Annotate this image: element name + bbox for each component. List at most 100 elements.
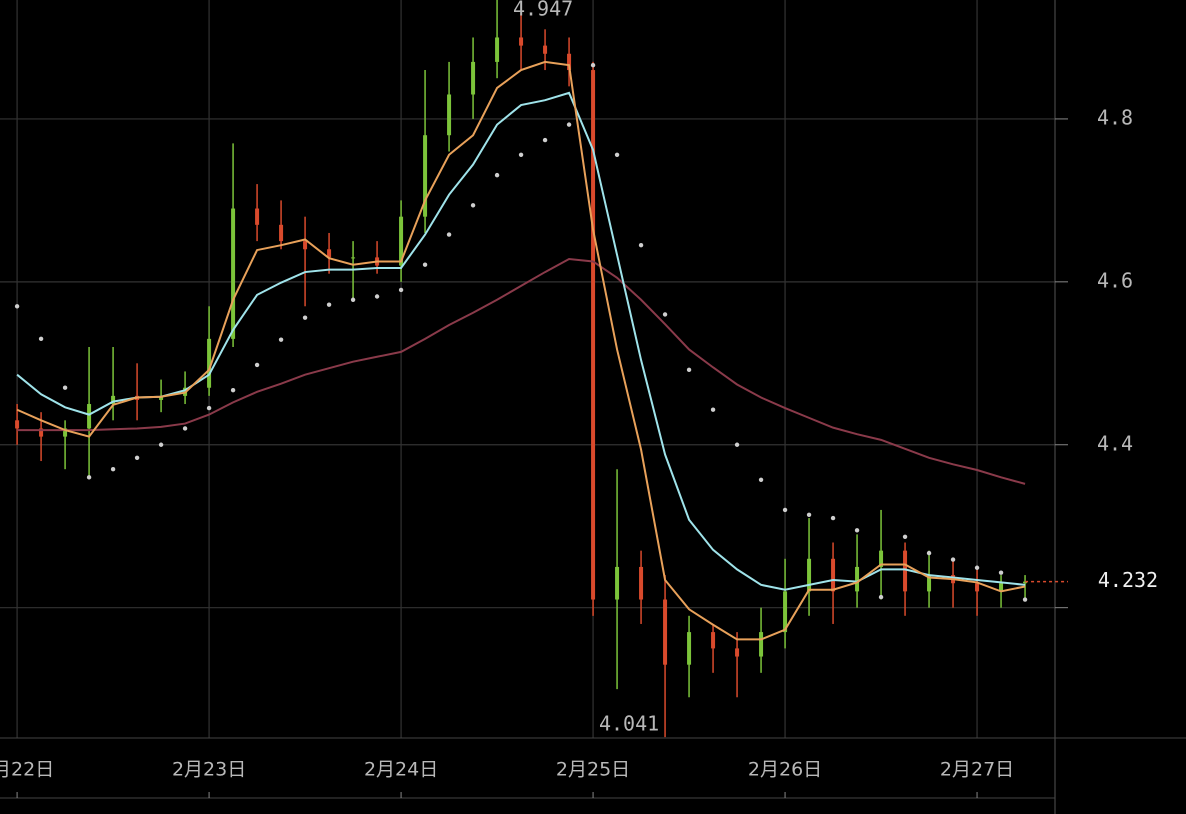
sar-dot — [542, 137, 548, 143]
sar-dot — [710, 407, 716, 412]
sar-dot — [230, 387, 236, 393]
sar-dot — [14, 304, 20, 309]
candle-body — [1023, 581, 1028, 584]
candle-body — [495, 37, 500, 62]
high-label: 4.947 — [513, 0, 573, 21]
x-tick-label: 2月24日 — [364, 759, 438, 781]
candle-body — [591, 70, 596, 600]
candle-body — [87, 404, 92, 429]
sar-dot — [422, 262, 428, 267]
moving-average — [16, 91, 1026, 591]
sar-dot — [206, 405, 212, 411]
y-tick-label: 4.6 — [1097, 268, 1133, 292]
candle-body — [687, 632, 692, 665]
sar-dot — [902, 534, 908, 540]
sar-dot — [1022, 597, 1028, 602]
sar-dot — [662, 312, 668, 317]
candle-body — [471, 61, 476, 95]
x-tick-label: 2月23日 — [172, 759, 246, 781]
candle-body — [999, 583, 1004, 592]
sar-dot — [254, 362, 260, 368]
sar-dot — [950, 557, 956, 562]
x-tick-label: 2月27日 — [940, 759, 1014, 781]
candle-body — [15, 420, 20, 429]
plot-area — [14, 0, 1028, 738]
sar-dot — [638, 242, 644, 248]
sar-dot — [926, 550, 932, 556]
candle-body — [855, 566, 860, 592]
candle-body — [927, 575, 932, 592]
sar-dot — [158, 442, 164, 447]
sar-dot — [590, 62, 596, 68]
candle-body — [327, 249, 332, 258]
sar-dot — [38, 336, 44, 342]
sar-dot — [446, 232, 452, 237]
sar-dot — [182, 426, 188, 431]
candle-body — [639, 566, 644, 600]
moving-average — [17, 258, 1026, 485]
candle-body — [879, 550, 884, 567]
candle-body — [303, 241, 308, 250]
sar-dot — [134, 455, 140, 460]
candle-body — [255, 208, 260, 225]
sar-dot — [326, 302, 332, 307]
sar-dot — [854, 528, 860, 533]
candle-body — [279, 224, 284, 242]
sar-dot — [86, 475, 92, 480]
sar-dot — [614, 152, 620, 157]
candle-body — [207, 338, 212, 388]
sar-dot — [518, 152, 524, 157]
low-label: 4.041 — [599, 712, 659, 736]
sar-dot — [350, 297, 356, 302]
sar-dot — [302, 315, 308, 320]
sar-dot — [566, 122, 572, 127]
sar-dot — [374, 294, 380, 299]
candle-body — [351, 257, 356, 259]
sar-dot — [110, 466, 116, 472]
candle-body — [231, 208, 236, 339]
axes: 4.4 4.6 4.8 2月22日 2月23日 2月24日 2月25日 2月26日 2月27日 4… — [0, 0, 1158, 798]
candle-body — [63, 428, 68, 437]
sar-dot — [830, 515, 836, 521]
sar-dot — [782, 507, 788, 513]
candle-body — [711, 632, 716, 649]
sar-dot — [806, 512, 812, 518]
y-tick-label: 4.4 — [1097, 431, 1133, 455]
candle-body — [111, 395, 116, 405]
x-tick-label: 2月25日 — [556, 759, 630, 781]
sar-dot — [62, 385, 68, 390]
candle-body — [447, 94, 452, 136]
candle-body — [735, 648, 740, 657]
sar-dot — [686, 367, 692, 373]
sar-dot — [758, 477, 764, 482]
sar-dot — [998, 570, 1004, 575]
sar-dot — [494, 172, 500, 178]
candle-body — [903, 550, 908, 592]
candle-body — [543, 45, 548, 54]
candle-body — [783, 591, 788, 633]
candle-body — [615, 566, 620, 600]
candle-body — [423, 135, 428, 217]
candle-body — [807, 558, 812, 592]
candle-body — [567, 53, 572, 71]
candle-body — [399, 216, 404, 266]
sar-dot — [734, 442, 740, 447]
x-tick-label: 2月22日 — [0, 759, 54, 781]
x-tick-label: 2月26日 — [748, 759, 822, 781]
candle-body — [831, 558, 836, 592]
sar-dot — [398, 287, 404, 293]
last-price-label: 4.232 — [1098, 568, 1158, 592]
candle-body — [759, 632, 764, 657]
moving-average — [16, 60, 1026, 641]
sar-dot — [470, 203, 476, 208]
candle-body — [663, 599, 668, 665]
candle-body — [519, 37, 524, 46]
sar-dot — [878, 594, 884, 600]
candle-body — [159, 395, 164, 400]
candle-body — [975, 583, 980, 592]
grid — [0, 0, 1055, 738]
candle-body — [39, 428, 44, 437]
sar-dot — [278, 337, 284, 342]
